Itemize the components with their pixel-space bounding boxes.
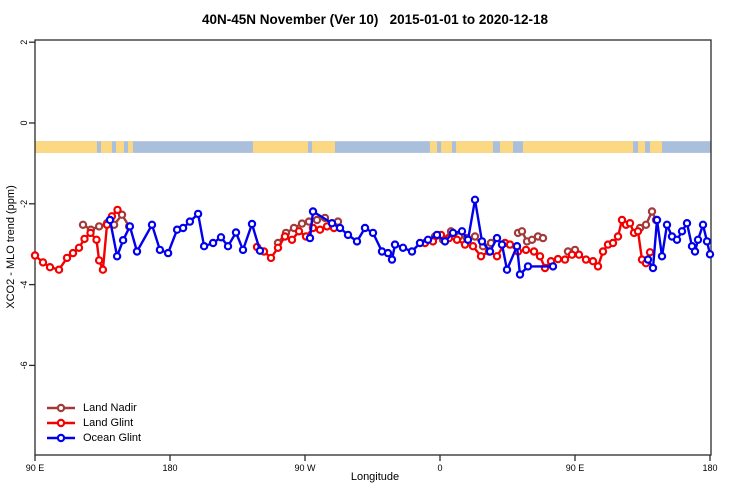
legend-marker-icon [47,433,75,442]
svg-text:90 E: 90 E [566,463,585,473]
x-axis-label: Longitude [350,471,400,483]
legend-label: Land Glint [83,416,134,429]
y-axis: 2 0 -2 -4 -6 [19,40,35,369]
svg-text:0: 0 [19,120,29,125]
svg-text:-6: -6 [19,361,29,369]
legend: Land Nadir Land Glint Ocean Glint [46,400,141,445]
svg-text:180: 180 [162,463,177,473]
series-ocean-glint [105,195,715,279]
legend-label: Ocean Glint [83,431,142,444]
legend-label: Land Nadir [83,401,137,414]
chart-title: 40N-45N November (Ver 10) 2015-01-01 to … [202,12,548,27]
legend-marker-icon [47,418,75,427]
legend-marker-icon [47,403,75,412]
x-axis: 90 E 180 90 W 0 90 E 180 [26,455,718,473]
svg-text:-2: -2 [19,200,29,208]
svg-text:2: 2 [19,40,29,45]
land-ocean-band [35,141,711,153]
svg-text:90 E: 90 E [26,463,45,473]
svg-text:0: 0 [437,463,442,473]
legend-item-land-nadir: Land Nadir [46,400,141,415]
svg-text:180: 180 [702,463,717,473]
legend-item-land-glint: Land Glint [46,415,141,430]
plot-box [34,39,712,456]
svg-text:-4: -4 [19,281,29,289]
svg-text:90 W: 90 W [294,463,316,473]
legend-item-ocean-glint: Ocean Glint [46,430,141,445]
